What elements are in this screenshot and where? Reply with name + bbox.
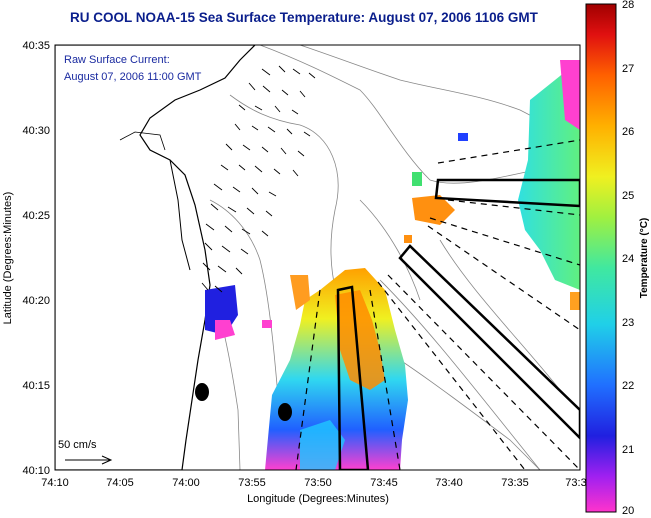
- y-tick-label: 40:25: [22, 210, 50, 222]
- colorbar-label: Temperature (°C): [639, 218, 650, 299]
- x-tick-label: 74:10: [41, 477, 69, 489]
- scale-label: 50 cm/s: [58, 439, 97, 451]
- colorbar: 28 27 26 25 24 23 22 21 20 Temperature (…: [585, 0, 650, 517]
- sst-imagery: [205, 60, 580, 470]
- map-title: RU COOL NOAA-15 Sea Surface Temperature:…: [70, 10, 538, 25]
- y-tick-label: 40:15: [22, 380, 50, 392]
- y-tick-label: 40:20: [22, 295, 50, 307]
- x-axis: 74:10 74:05 74:00 73:55 73:50 73:45 73:4…: [41, 477, 586, 505]
- colorbar-tick: 27: [622, 63, 634, 75]
- y-tick-label: 40:30: [22, 125, 50, 137]
- x-tick-label: 73:35: [501, 477, 529, 489]
- scale-arrow: [65, 455, 113, 465]
- colorbar-tick: 21: [622, 444, 634, 456]
- hf-radar-radials: [295, 139, 580, 470]
- annotation-line1: Raw Surface Current:: [64, 54, 170, 66]
- x-axis-label: Longitude (Degrees:Minutes): [247, 493, 389, 505]
- x-tick-label: 74:05: [106, 477, 134, 489]
- x-tick-label: 73:55: [238, 477, 266, 489]
- colorbar-tick: 20: [622, 505, 634, 517]
- colorbar-tick: 22: [622, 380, 634, 392]
- y-axis-label: Latitude (Degrees:Minutes): [2, 192, 14, 325]
- x-tick-label: 73:45: [370, 477, 398, 489]
- site-marker: [195, 383, 209, 401]
- y-tick-label: 40:10: [22, 465, 50, 477]
- annotation-line2: August 07, 2006 11:00 GMT: [64, 71, 202, 83]
- colorbar-tick: 24: [622, 253, 634, 265]
- coastline: [55, 45, 256, 470]
- y-axis: 40:35 40:30 40:25 40:20 40:15 40:10 Lati…: [2, 40, 50, 477]
- x-tick-label: 73:3: [565, 477, 586, 489]
- x-tick-label: 73:50: [304, 477, 332, 489]
- colorbar-tick: 28: [622, 0, 634, 11]
- x-tick-label: 74:00: [172, 477, 200, 489]
- y-tick-label: 40:35: [22, 40, 50, 52]
- surface-current-vectors: [201, 65, 316, 293]
- colorbar-tick: 23: [622, 317, 634, 329]
- transect-boxes: [336, 178, 580, 470]
- site-marker: [278, 403, 292, 421]
- x-tick-label: 73:40: [435, 477, 463, 489]
- colorbar-tick: 26: [622, 126, 634, 138]
- colorbar-tick: 25: [622, 190, 634, 202]
- colorbar-scale: [585, 3, 617, 513]
